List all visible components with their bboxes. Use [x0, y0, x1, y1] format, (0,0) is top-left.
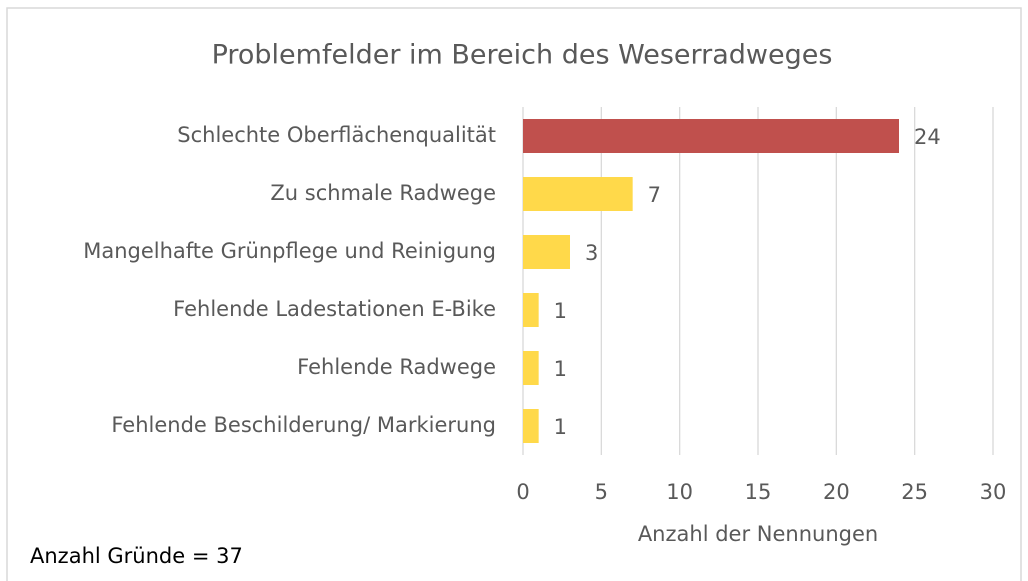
- y-tick-label: Mangelhafte Grünpflege und Reinigung: [83, 239, 496, 263]
- x-tick-label: 10: [666, 480, 693, 504]
- chart-title: Problemfelder im Bereich des Weserradweg…: [212, 40, 833, 71]
- x-tick-label: 0: [516, 480, 529, 504]
- data-label: 3: [585, 241, 598, 265]
- x-tick-label: 20: [823, 480, 850, 504]
- bar: [523, 293, 539, 327]
- data-label: 1: [554, 357, 567, 381]
- data-label: 1: [554, 415, 567, 439]
- y-tick-label: Zu schmale Radwege: [270, 181, 496, 205]
- y-tick-label: Fehlende Radwege: [297, 355, 496, 379]
- bar: [523, 351, 539, 385]
- data-label: 7: [648, 183, 661, 207]
- chart-border: [6, 7, 1022, 581]
- data-label: 24: [914, 125, 941, 149]
- y-tick-label: Fehlende Ladestationen E-Bike: [173, 297, 496, 321]
- x-tick-label: 30: [980, 480, 1007, 504]
- x-tick-label: 5: [595, 480, 608, 504]
- x-tick-label: 15: [745, 480, 772, 504]
- bar: [523, 409, 539, 443]
- data-label: 1: [554, 299, 567, 323]
- bar: [523, 177, 633, 211]
- y-tick-label: Schlechte Oberflächenqualität: [177, 123, 496, 147]
- x-axis-label: Anzahl der Nennungen: [638, 522, 878, 546]
- bar: [523, 119, 899, 153]
- annotation: Anzahl Gründe = 37: [30, 544, 243, 568]
- y-tick-label: Fehlende Beschilderung/ Markierung: [111, 413, 496, 437]
- bar: [523, 235, 570, 269]
- x-tick-label: 25: [901, 480, 928, 504]
